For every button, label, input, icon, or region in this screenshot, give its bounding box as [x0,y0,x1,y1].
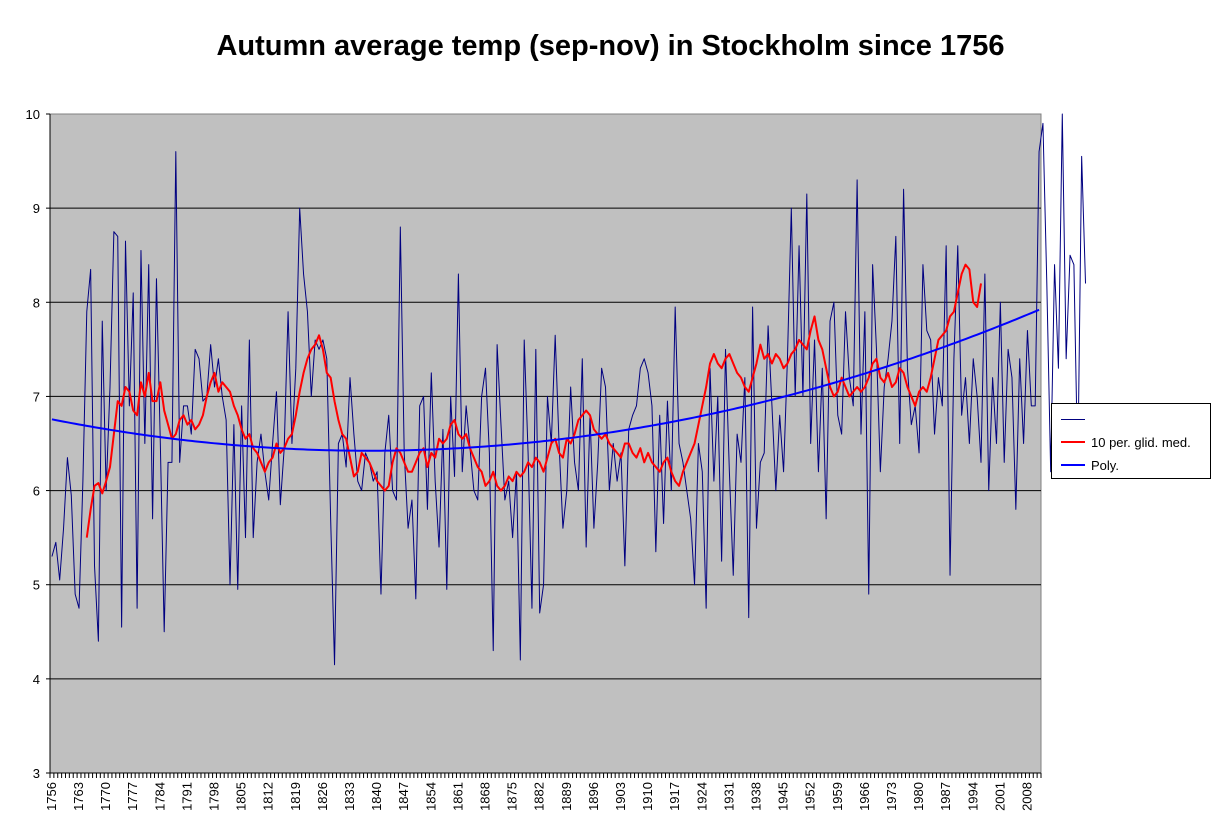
x-tick-label: 1868 [477,782,492,811]
x-tick-label: 1882 [532,782,547,811]
x-tick-label: 1959 [830,782,845,811]
x-tick-label: 1987 [938,782,953,811]
x-tick-label: 1847 [396,782,411,811]
y-tick-label: 6 [33,484,40,499]
y-tick-label: 3 [33,766,40,781]
legend: 10 per. glid. med. Poly. [1051,403,1211,479]
x-tick-label: 1833 [342,782,357,811]
legend-item-observed [1061,410,1091,428]
series-line-1 [85,263,982,538]
legend-label-poly: Poly. [1091,457,1119,473]
x-tick-label: 1966 [857,782,872,811]
x-tick-label: 1910 [640,782,655,811]
x-axis: 1756 1763 1770 1777 1784 1791 1798 1805 1812 1819… [44,772,1042,811]
y-tick-label: 5 [33,578,40,593]
x-tick-label: 1980 [911,782,926,811]
x-tick-label: 1819 [288,782,303,811]
series-line-2 [51,308,1040,452]
x-tick-label: 1917 [667,782,682,811]
y-tick-label: 9 [33,201,40,216]
x-tick-label: 1840 [369,782,384,811]
x-tick-label: 1945 [776,782,791,811]
x-tick-label: 1791 [179,782,194,811]
x-tick-label: 1938 [748,782,763,811]
x-tick-label: 1924 [694,782,709,811]
legend-label-moving-average: 10 per. glid. med. [1091,434,1191,450]
legend-swatch-poly [1061,464,1085,466]
y-axis: 3 4 5 6 7 8 9 10 [26,107,51,781]
x-tick-label: 2008 [1019,782,1034,811]
legend-swatch-moving-average [1061,441,1085,443]
x-tick-label: 1931 [721,782,736,811]
x-tick-label: 1770 [98,782,113,811]
y-tick-label: 10 [26,107,40,122]
y-tick-label: 8 [33,295,40,310]
x-tick-label: 1875 [505,782,520,811]
x-tick-label: 1861 [450,782,465,811]
y-tick-label: 4 [33,672,40,687]
x-tick-label: 1805 [234,782,249,811]
x-tick-label: 1798 [207,782,222,811]
x-tick-label: 1952 [803,782,818,811]
x-tick-label: 1854 [423,782,438,811]
legend-item-moving-average: 10 per. glid. med. [1061,433,1191,451]
x-tick-label: 2001 [992,782,1007,811]
plot-background [49,113,1042,774]
x-tick-label: 1826 [315,782,330,811]
x-tick-label: 1903 [613,782,628,811]
x-tick-label: 1889 [559,782,574,811]
x-tick-label: 1784 [152,782,167,811]
series-group [51,113,1087,666]
chart-title: Autumn average temp (sep-nov) in Stockho… [216,30,1005,62]
x-tick-label: 1994 [965,782,980,811]
legend-swatch-observed [1061,418,1085,420]
y-tick-label: 7 [33,389,40,404]
x-tick-label: 1812 [261,782,276,811]
x-tick-label: 1973 [884,782,899,811]
legend-item-poly: Poly. [1061,456,1119,474]
x-tick-label: 1763 [71,782,86,811]
x-tick-label: 1896 [586,782,601,811]
x-tick-label: 1756 [44,782,59,811]
x-tick-label: 1777 [125,782,140,811]
